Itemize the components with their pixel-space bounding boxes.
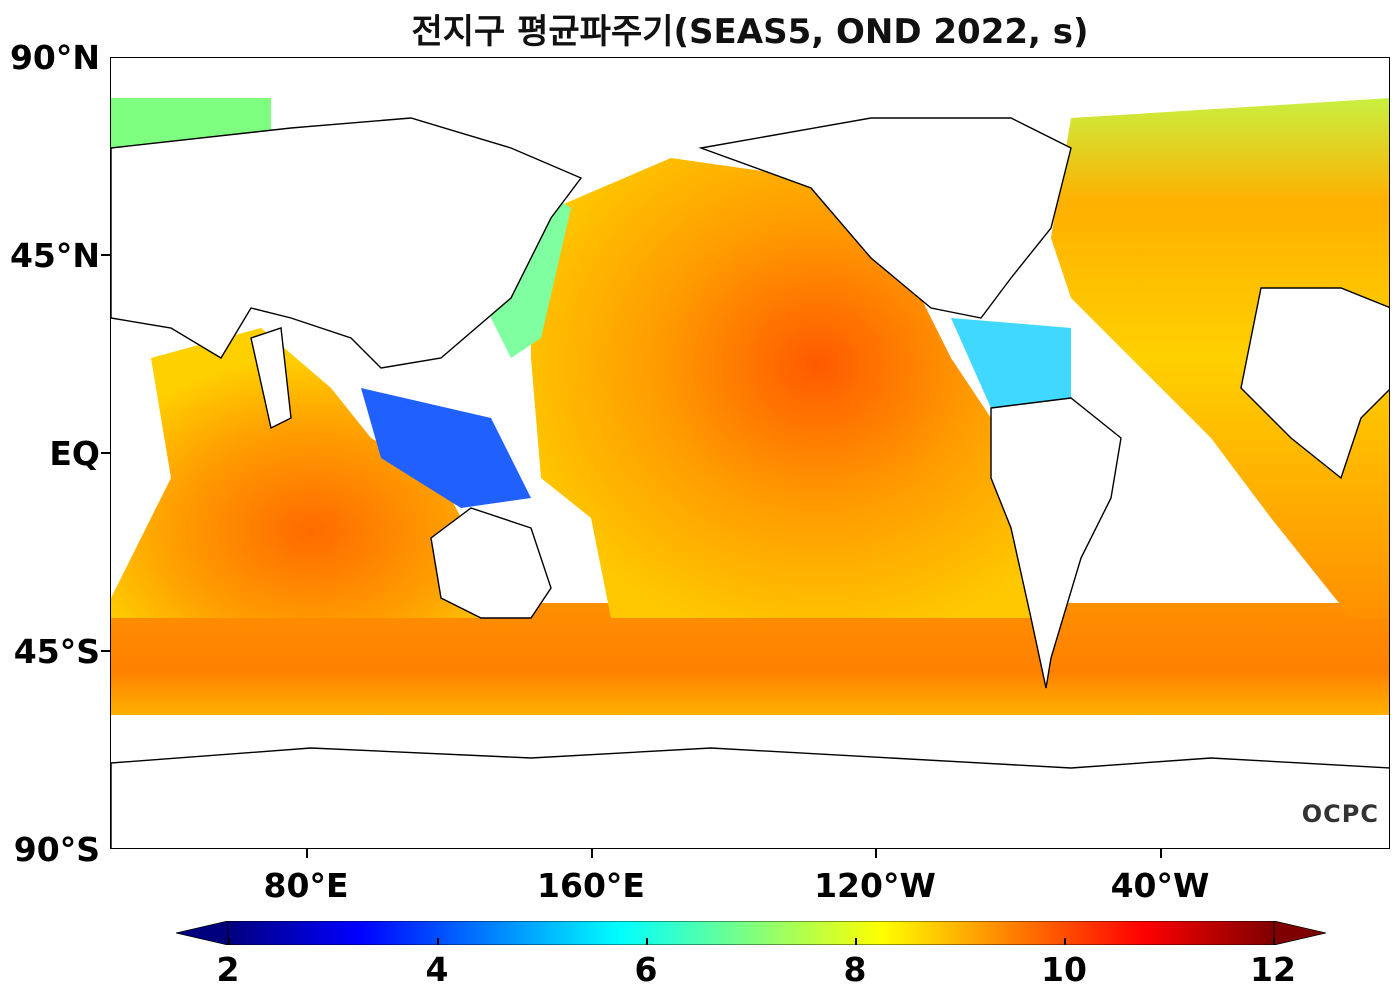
colorbar-tick-4 <box>437 938 439 945</box>
south-america-landmass <box>990 397 1122 689</box>
lon-label-120w: 120°W <box>814 866 936 905</box>
lat-label-45s: 45°S <box>13 632 100 671</box>
colorbar-tick-12 <box>1273 938 1275 945</box>
colorbar-label-10: 10 <box>1041 950 1087 989</box>
australia-landmass <box>430 507 552 619</box>
colorbar-max-arrow <box>1273 921 1326 945</box>
lon-label-80e: 80°E <box>263 866 349 905</box>
maritime-continent-field <box>361 388 531 508</box>
colorbar-label-12: 12 <box>1250 950 1296 989</box>
lon-label-160e: 160°E <box>537 866 645 905</box>
lat-label-90s: 90°S <box>13 830 100 869</box>
wave-period-map <box>111 98 1389 848</box>
continents <box>111 117 1389 848</box>
lat-label-90n: 90°N <box>9 38 100 77</box>
colorbar-label-2: 2 <box>216 950 240 989</box>
colorbar <box>176 921 1326 945</box>
lat-label-eq: EQ <box>49 434 100 473</box>
north-america-landmass <box>698 117 1072 319</box>
indian-ocean-field <box>111 328 511 618</box>
lat-tick-eq <box>101 452 110 454</box>
colorbar-tick-10 <box>1064 938 1066 945</box>
antarctica-landmass <box>111 747 1389 848</box>
colorbar-min-arrow <box>176 921 229 945</box>
colorbar-tick-2 <box>228 938 230 945</box>
lon-tick-80e <box>306 849 308 858</box>
africa-landmass <box>1240 287 1389 480</box>
lat-label-45n: 45°N <box>9 236 100 275</box>
colorbar-label-6: 6 <box>634 950 658 989</box>
lon-tick-120w <box>875 849 877 858</box>
colorbar-label-4: 4 <box>425 950 449 989</box>
map-plot-area: OCPC <box>110 57 1390 849</box>
caribbean-field <box>951 318 1071 408</box>
colorbar-tick-6 <box>646 938 648 945</box>
ocpc-logo: OCPC <box>1301 800 1379 828</box>
lat-tick-45n <box>101 254 110 256</box>
colorbar-gradient <box>227 921 1275 945</box>
colorbar-label-8: 8 <box>843 950 867 989</box>
atlantic-ocean-field <box>1051 98 1389 618</box>
eurasia-landmass <box>111 117 583 369</box>
pacific-ocean-field <box>531 158 1051 618</box>
lat-tick-45s <box>101 650 110 652</box>
lon-tick-40w <box>1160 849 1162 858</box>
india-landmass <box>250 327 292 430</box>
southern-ocean-field <box>111 603 1389 715</box>
map-title: 전지구 평균파주기(SEAS5, OND 2022, s) <box>411 12 1089 52</box>
lon-tick-160e <box>591 849 593 858</box>
lon-label-40w: 40°W <box>1110 866 1210 905</box>
colorbar-tick-8 <box>855 938 857 945</box>
